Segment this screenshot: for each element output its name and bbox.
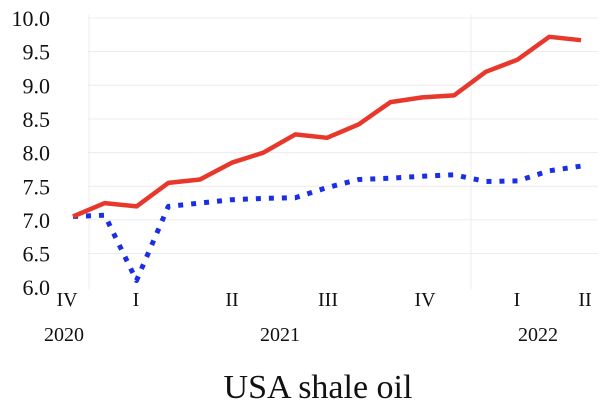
y-tick-label: 9.0 (23, 73, 51, 98)
y-tick-label: 8.0 (23, 141, 51, 166)
y-tick-label: 6.0 (23, 275, 51, 300)
x-quarter-label: IV (414, 289, 436, 311)
x-quarter-label: III (318, 289, 338, 311)
y-tick-label: 10.0 (12, 6, 51, 31)
x-year-label: 2020 (44, 324, 84, 346)
y-tick-label: 7.0 (23, 208, 51, 233)
y-tick-label: 7.5 (23, 174, 51, 199)
blue-dotted-line (73, 166, 581, 280)
y-tick-label: 8.5 (23, 107, 51, 132)
x-quarter-label: II (578, 289, 591, 311)
x-year-label: 2021 (260, 324, 300, 346)
x-year-label: 2022 (518, 324, 558, 346)
series-lines (73, 37, 581, 281)
chart-title: USA shale oil (224, 369, 413, 406)
y-tick-label: 6.5 (23, 242, 51, 267)
y-tick-label: 9.5 (23, 40, 51, 65)
y-axis-ticks: 6.0 6.5 7.0 7.5 8.0 8.5 9.0 9.5 10.0 (12, 6, 51, 300)
red-solid-line (73, 37, 581, 217)
x-quarter-label: II (225, 289, 238, 311)
x-quarter-label: IV (56, 289, 78, 311)
x-quarter-label: I (514, 289, 521, 311)
x-quarter-label: I (133, 289, 140, 311)
